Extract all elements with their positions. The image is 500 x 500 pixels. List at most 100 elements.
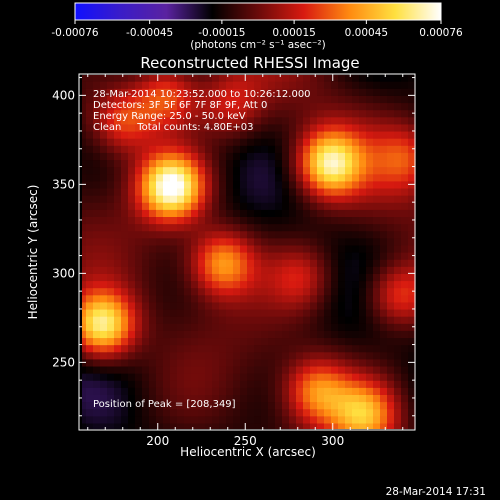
heatmap-cell [373, 387, 381, 395]
heatmap-cell [219, 344, 227, 353]
heatmap-cell [86, 95, 94, 104]
heatmap-cell [331, 187, 339, 196]
heatmap-cell [177, 259, 185, 267]
heatmap-cell [121, 187, 129, 196]
heatmap-cell [121, 88, 129, 96]
heatmap-cell [303, 109, 311, 118]
annotations: 28-Mar-2014 10:23:52.000 to 10:26:12.000… [93, 89, 311, 410]
heatmap-cell [128, 287, 136, 296]
heatmap-cell [149, 216, 157, 225]
heatmap-cell [212, 294, 220, 303]
heatmap-cell [149, 187, 157, 196]
heatmap-cell [254, 401, 262, 410]
heatmap-cell [261, 138, 269, 146]
heatmap-cell [401, 138, 409, 146]
heatmap-cell [212, 301, 220, 310]
heatmap-cell [303, 316, 311, 324]
heatmap-cell [380, 145, 388, 153]
heatmap-cell [331, 280, 339, 289]
heatmap-cell [366, 415, 374, 424]
heatmap-cell [338, 230, 346, 239]
heatmap-cell [135, 223, 143, 232]
heatmap-cell [107, 202, 115, 210]
heatmap-cell [352, 259, 360, 267]
heatmap-cell [331, 294, 339, 303]
heatmap-cell [170, 422, 178, 429]
heatmap-cell [352, 273, 360, 282]
heatmap-cell [135, 237, 143, 246]
heatmap-cell [268, 123, 276, 132]
heatmap-cell [170, 95, 178, 104]
heatmap-cell [310, 401, 318, 410]
heatmap-cell [100, 88, 108, 96]
heatmap-cell [366, 81, 374, 89]
heatmap-cell [191, 95, 199, 104]
x-axis-label: Heliocentric X (arcsec) [180, 445, 316, 459]
heatmap-cell [324, 75, 332, 82]
heatmap-cell [380, 209, 388, 217]
heatmap-cell [177, 216, 185, 225]
heatmap-cell [303, 287, 311, 296]
heatmap-cell [233, 415, 241, 424]
heatmap-cell [121, 95, 129, 104]
heatmap-cell [338, 351, 346, 360]
heatmap-cell [366, 280, 374, 289]
heatmap-cell [380, 230, 388, 239]
heatmap-cell [401, 209, 409, 217]
heatmap-cell [212, 259, 220, 267]
heatmap-cell [296, 173, 304, 182]
heatmap-cell [226, 244, 234, 253]
heatmap-cell [212, 273, 220, 282]
heatmap-cell [184, 344, 192, 353]
heatmap-cell [163, 138, 171, 146]
heatmap-cell [296, 365, 304, 374]
heatmap-cell [394, 422, 402, 429]
heatmap-cell [296, 415, 304, 424]
heatmap-cell [128, 202, 136, 210]
heatmap-cell [366, 102, 374, 111]
heatmap-cell [401, 159, 409, 168]
heatmap-cell [100, 138, 108, 146]
heatmap-cell [275, 259, 283, 267]
y-tick-label: 300 [52, 266, 75, 280]
heatmap-cell [394, 380, 402, 388]
heatmap-cell [135, 401, 143, 410]
heatmap-cell [254, 223, 262, 232]
heatmap-cell [296, 273, 304, 282]
heatmap-cell [205, 273, 213, 282]
heatmap-cell [380, 273, 388, 282]
heatmap-cell [324, 301, 332, 310]
heatmap-cell [177, 202, 185, 210]
heatmap-cell [191, 294, 199, 303]
heatmap-cell [198, 259, 206, 267]
heatmap-cell [205, 266, 213, 274]
heatmap-cell [310, 415, 318, 424]
heatmap-cell [184, 223, 192, 232]
heatmap-cell [408, 401, 416, 410]
heatmap-cell [205, 337, 213, 346]
heatmap-cell [198, 95, 206, 104]
heatmap-cell [394, 373, 402, 381]
heatmap-cell [86, 223, 94, 232]
heatmap-cell [303, 415, 311, 424]
heatmap-cell [380, 373, 388, 381]
heatmap-cell [359, 230, 367, 239]
heatmap-cell [282, 138, 290, 146]
heatmap-cell [247, 116, 255, 125]
heatmap-cell [394, 145, 402, 153]
heatmap-cell [289, 330, 297, 339]
heatmap-cell [82, 273, 87, 282]
heatmap-cell [359, 237, 367, 246]
heatmap-cell [359, 75, 367, 82]
heatmap-cell [303, 88, 311, 96]
heatmap-cell [394, 266, 402, 274]
heatmap-cell [366, 159, 374, 168]
heatmap-cell [205, 401, 213, 410]
heatmap-cell [107, 294, 115, 303]
heatmap-cell [191, 230, 199, 239]
heatmap-cell [240, 202, 248, 210]
heatmap-cell [219, 415, 227, 424]
heatmap-cell [163, 301, 171, 310]
heatmap-cell [93, 330, 101, 339]
heatmap-cell [401, 259, 409, 267]
